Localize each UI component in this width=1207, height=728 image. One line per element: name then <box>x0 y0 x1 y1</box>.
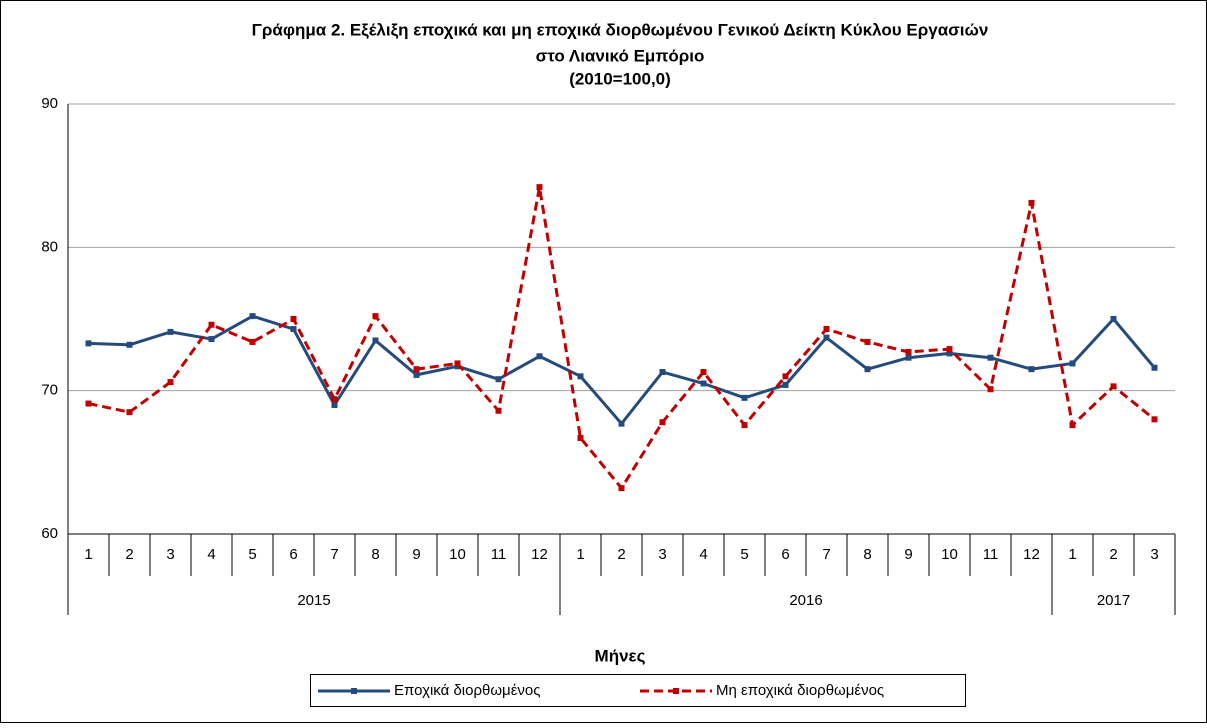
x-tick-label: 2 <box>125 546 133 563</box>
y-tick-label: 80 <box>41 238 58 255</box>
x-tick-label: 9 <box>904 546 912 563</box>
marker <box>864 366 871 373</box>
marker <box>126 409 133 416</box>
marker <box>290 316 297 322</box>
legend-label: Εποχικά διορθωμένος <box>394 682 540 699</box>
legend-marker <box>351 688 357 694</box>
x-tick-label: 8 <box>863 546 871 563</box>
x-tick-label: 6 <box>781 546 789 563</box>
x-tick-label: 3 <box>658 546 666 563</box>
marker <box>741 422 748 429</box>
marker <box>1028 199 1035 206</box>
x-tick-label: 1 <box>84 546 92 563</box>
marker <box>372 313 379 320</box>
x-tick-label: 5 <box>248 546 256 563</box>
marker <box>905 354 912 361</box>
marker <box>946 350 953 357</box>
y-tick-label: 90 <box>41 95 58 112</box>
x-tick-label: 3 <box>1150 546 1158 563</box>
legend-label: Μη εποχικά διορθωμένος <box>716 682 884 699</box>
marker <box>413 371 420 378</box>
marker <box>290 326 297 333</box>
marker <box>823 334 830 341</box>
marker <box>618 420 625 427</box>
marker <box>987 386 994 393</box>
marker <box>700 380 707 387</box>
x-tick-label: 12 <box>1023 546 1040 563</box>
marker <box>1151 364 1158 371</box>
x-tick-label: 9 <box>412 546 420 563</box>
x-tick-label: 11 <box>983 546 999 563</box>
legend <box>310 674 966 707</box>
x-tick-label: 11 <box>491 546 507 563</box>
x-tick-label: 12 <box>531 546 548 563</box>
marker <box>659 369 666 376</box>
x-tick-label: 7 <box>330 546 338 563</box>
marker <box>700 369 707 376</box>
marker <box>905 348 912 355</box>
marker <box>577 373 584 380</box>
y-tick-label: 60 <box>41 525 58 542</box>
x-tick-label: 6 <box>289 546 297 563</box>
marker <box>167 379 174 386</box>
x-tick-label: 3 <box>166 546 174 563</box>
marker <box>413 366 420 373</box>
marker <box>85 340 92 347</box>
marker <box>495 407 502 414</box>
x-tick-label: 2 <box>617 546 625 563</box>
marker <box>536 353 543 360</box>
x-tick-label: 1 <box>1068 546 1076 563</box>
marker <box>536 184 543 191</box>
chart-title: (2010=100,0) <box>569 69 671 88</box>
marker <box>1110 316 1117 322</box>
group-label: 2016 <box>789 592 822 609</box>
marker <box>249 313 256 320</box>
marker <box>372 337 379 344</box>
y-tick-label: 70 <box>41 382 58 399</box>
marker <box>454 360 461 367</box>
marker <box>126 341 133 348</box>
marker <box>1069 422 1076 429</box>
x-tick-label: 2 <box>1109 546 1117 563</box>
marker <box>577 434 584 441</box>
marker <box>208 321 215 328</box>
marker <box>208 336 215 343</box>
marker <box>85 400 92 407</box>
x-tick-label: 8 <box>371 546 379 563</box>
marker <box>782 373 789 380</box>
marker <box>331 396 338 403</box>
x-tick-label: 10 <box>941 546 958 563</box>
marker <box>659 419 666 426</box>
x-tick-label: 4 <box>207 546 215 563</box>
marker <box>1028 366 1035 373</box>
x-tick-label: 5 <box>740 546 748 563</box>
marker <box>618 485 625 492</box>
marker <box>864 338 871 345</box>
marker <box>1151 416 1158 423</box>
chart-title: Γράφημα 2. Εξέλιξη εποχικά και μη εποχικ… <box>252 20 989 39</box>
x-tick-label: 10 <box>449 546 466 563</box>
x-tick-label: 1 <box>576 546 584 563</box>
x-axis-label: Μήνες <box>595 646 646 665</box>
marker <box>1069 360 1076 367</box>
marker <box>741 394 748 401</box>
marker <box>823 326 830 333</box>
marker <box>331 402 338 408</box>
marker <box>167 328 174 335</box>
group-label: 2017 <box>1097 592 1130 609</box>
marker <box>987 354 994 361</box>
x-tick-label: 7 <box>822 546 830 563</box>
x-tick-label: 4 <box>699 546 707 563</box>
marker <box>1110 383 1117 390</box>
marker <box>782 381 789 388</box>
marker <box>249 338 256 345</box>
marker <box>495 376 502 383</box>
group-label: 2015 <box>297 592 330 609</box>
marker <box>946 346 953 353</box>
chart-title: στο Λιανικό Εμπόριο <box>536 46 705 65</box>
legend-marker <box>673 688 679 694</box>
